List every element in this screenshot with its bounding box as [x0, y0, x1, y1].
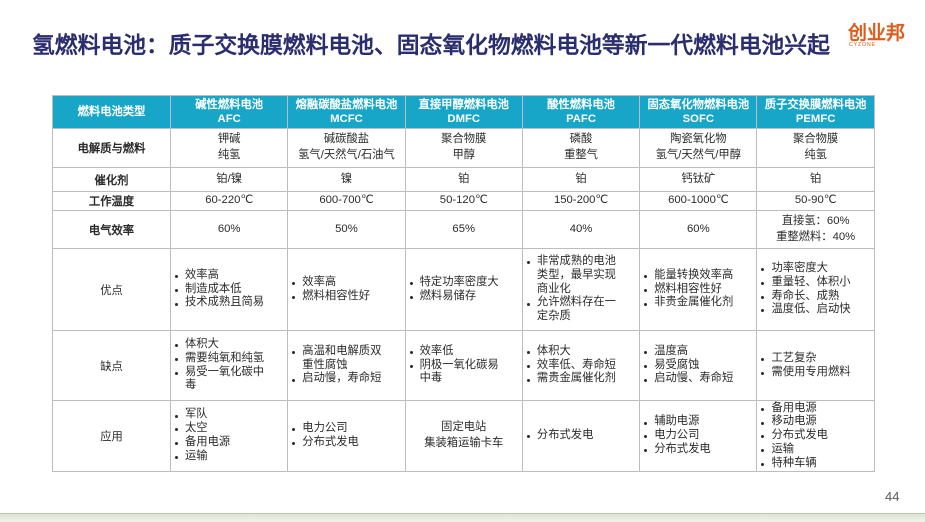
svg-text:创业邦: 创业邦 — [848, 21, 905, 44]
svg-text:CYZONE: CYZONE — [849, 42, 876, 48]
